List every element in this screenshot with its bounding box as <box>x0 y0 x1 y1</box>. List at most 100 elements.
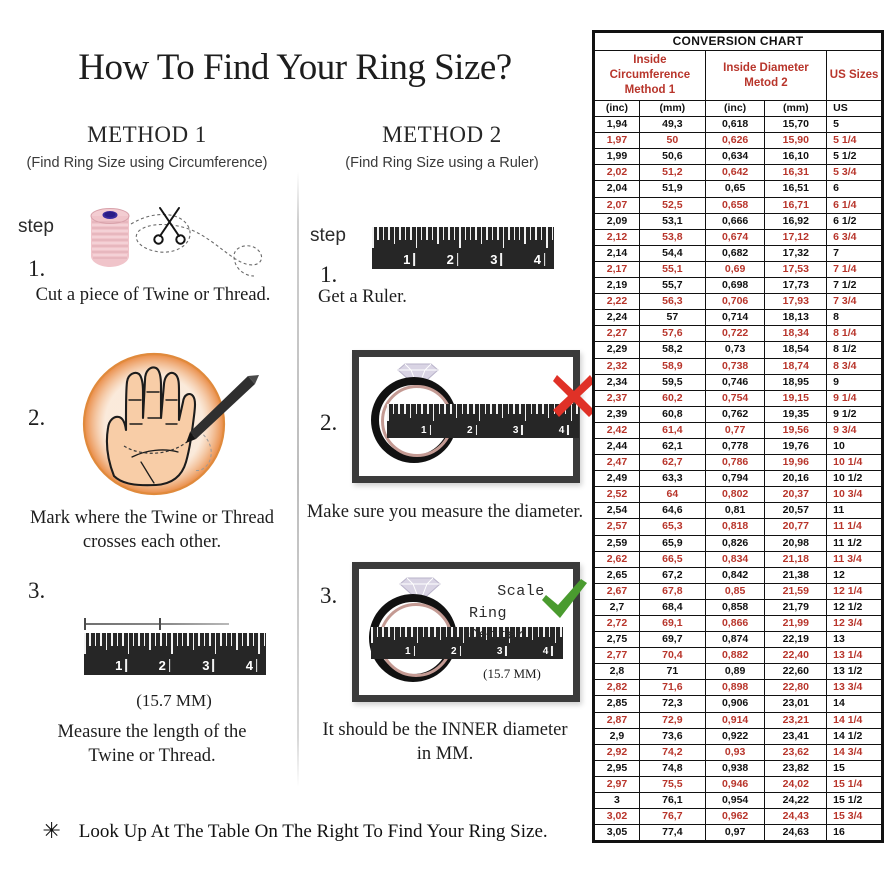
method-1-header: METHOD 1 (Find Ring Size using Circumfer… <box>2 122 292 171</box>
table-row: 2,34 59,5 0,746 18,95 9 <box>594 373 882 391</box>
unit-header-circ-mm: (mm) <box>638 99 706 118</box>
ruler-tick <box>377 227 379 240</box>
table-cell: 13 3/4 <box>826 679 882 697</box>
table-cell: 0,698 <box>704 277 766 295</box>
table-cell: 0,666 <box>704 212 766 230</box>
ruler-tick <box>520 627 522 637</box>
table-row: 2,7 68,4 0,858 21,79 12 1/2 <box>594 598 882 617</box>
green-check-icon <box>540 578 588 625</box>
ruler-tick <box>543 627 545 637</box>
ruler-number: 2 <box>447 252 459 267</box>
table-cell: 9 1/2 <box>826 405 882 423</box>
table-cell: 13 <box>826 631 882 649</box>
table-cell: 0,738 <box>704 357 766 375</box>
table-cell: 0,69 <box>704 260 766 279</box>
ruler-numbers: 1 2 3 4 <box>371 642 563 657</box>
table-cell: 2,24 <box>594 309 640 327</box>
ruler-tick <box>503 627 505 637</box>
table-cell: 2,8 <box>594 663 640 681</box>
table-cell: 0,962 <box>704 808 766 826</box>
table-cell: 2,12 <box>594 228 640 246</box>
method-1-step-word: step <box>18 216 54 237</box>
ruler-tick <box>420 227 423 240</box>
ruler-tick <box>404 404 406 415</box>
table-cell: 13 1/2 <box>826 663 882 681</box>
ruler-tick <box>434 627 436 637</box>
table-cell: 65,3 <box>638 518 706 536</box>
table-cell: 2,42 <box>594 421 640 439</box>
column-divider <box>297 172 299 787</box>
ruler-tick <box>236 633 238 650</box>
table-row: 2,65 67,2 0,842 21,38 12 <box>594 566 882 584</box>
group-header-diameter-line-2: Metod 2 <box>744 76 788 89</box>
table-cell: 0,746 <box>704 373 766 391</box>
table-cell: 53,1 <box>638 212 706 230</box>
table-cell: 12 3/4 <box>826 614 882 633</box>
table-row: 2,02 51,2 0,642 16,31 5 3/4 <box>594 164 882 182</box>
method-1-subtitle: (Find Ring Size using Circumference) <box>26 155 268 171</box>
table-cell: 2,02 <box>594 164 640 182</box>
ruler-tick <box>388 227 390 240</box>
table-cell: 9 1/4 <box>826 389 882 407</box>
ruler-tick <box>518 227 521 240</box>
ruler-tick <box>428 627 430 637</box>
table-cell: 2,32 <box>594 357 640 375</box>
table-cell: 57 <box>638 309 706 327</box>
table-cell: 24,63 <box>764 824 828 842</box>
table-row: 2,37 60,2 0,754 19,15 9 1/4 <box>594 389 882 407</box>
unit-header-us: US <box>826 99 882 118</box>
ruler-number: 2 <box>159 658 171 673</box>
table-cell: 14 3/4 <box>826 743 882 761</box>
table-cell: 0,826 <box>704 534 766 552</box>
ruler-tick <box>149 633 151 650</box>
table-cell: 5 1/2 <box>826 148 882 166</box>
ruler-tick <box>416 627 419 643</box>
measured-thread-icon <box>84 618 229 630</box>
table-cell: 17,73 <box>764 277 828 295</box>
ruler-tick <box>451 627 453 637</box>
ruler-tick <box>480 627 482 637</box>
table-cell: 2,17 <box>594 260 640 279</box>
table-row: 2,09 53,1 0,666 16,92 6 1/2 <box>594 212 882 230</box>
ruler-tick <box>547 404 550 418</box>
table-cell: 19,96 <box>764 454 828 472</box>
table-cell: 64 <box>638 486 706 504</box>
method-1-step-3-caption-line-2: Twine or Thread. <box>88 746 216 767</box>
ruler-tick <box>399 227 401 240</box>
ruler-tick <box>497 227 499 240</box>
table-row: 2,87 72,9 0,914 23,21 14 1/4 <box>594 711 882 729</box>
table-cell: 71,6 <box>638 679 706 697</box>
method-2-step-3-caption-line-1: It should be the INNER diameter <box>322 720 568 740</box>
table-cell: 58,2 <box>638 341 706 359</box>
ruler-tick <box>536 404 538 415</box>
ruler-tick <box>160 633 162 646</box>
table-cell: 10 1/4 <box>826 454 882 472</box>
table-cell: 0,778 <box>704 437 766 456</box>
table-unit-header-row: (inc) (mm) (inc) (mm) US <box>594 99 882 118</box>
table-cell: 18,95 <box>764 373 828 391</box>
ruler-tick <box>576 404 578 415</box>
table-cell: 0,882 <box>704 647 766 665</box>
ruler-ticks <box>372 227 554 248</box>
table-cell: 15 1/4 <box>826 775 882 794</box>
ruler-tick <box>387 404 389 421</box>
unit-header-circ-inc: (inc) <box>594 99 640 118</box>
table-cell: 11 1/2 <box>826 534 882 552</box>
table-cell: 16,71 <box>764 196 828 214</box>
table-row: 2,19 55,7 0,698 17,73 7 1/2 <box>594 277 882 295</box>
table-cell: 0,834 <box>704 550 766 568</box>
table-cell: 2,82 <box>594 679 640 697</box>
ruler-number: 4 <box>246 658 258 673</box>
table-cell: 0,938 <box>704 759 766 777</box>
ruler-ticks <box>371 627 563 643</box>
table-cell: 2,29 <box>594 341 640 359</box>
scale-label-line-2: Ring Center <box>469 604 527 644</box>
table-cell: 16 <box>826 824 882 842</box>
table-cell: 19,76 <box>764 437 828 456</box>
table-cell: 0,866 <box>704 614 766 633</box>
table-cell: 5 1/4 <box>826 132 882 150</box>
ruler-tick <box>392 404 395 415</box>
conversion-table-head: CONVERSION CHART Inside Circumference Me… <box>594 32 882 118</box>
group-header-diameter-line-1: Inside Diameter <box>723 61 809 74</box>
hand-with-pen-icon <box>62 344 277 509</box>
